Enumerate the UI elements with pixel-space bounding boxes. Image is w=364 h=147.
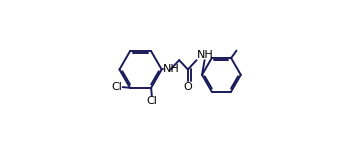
Text: Cl: Cl: [111, 82, 122, 92]
Text: NH: NH: [197, 50, 214, 60]
Text: O: O: [183, 82, 192, 92]
Text: Cl: Cl: [146, 96, 157, 106]
Text: NH: NH: [163, 65, 180, 75]
